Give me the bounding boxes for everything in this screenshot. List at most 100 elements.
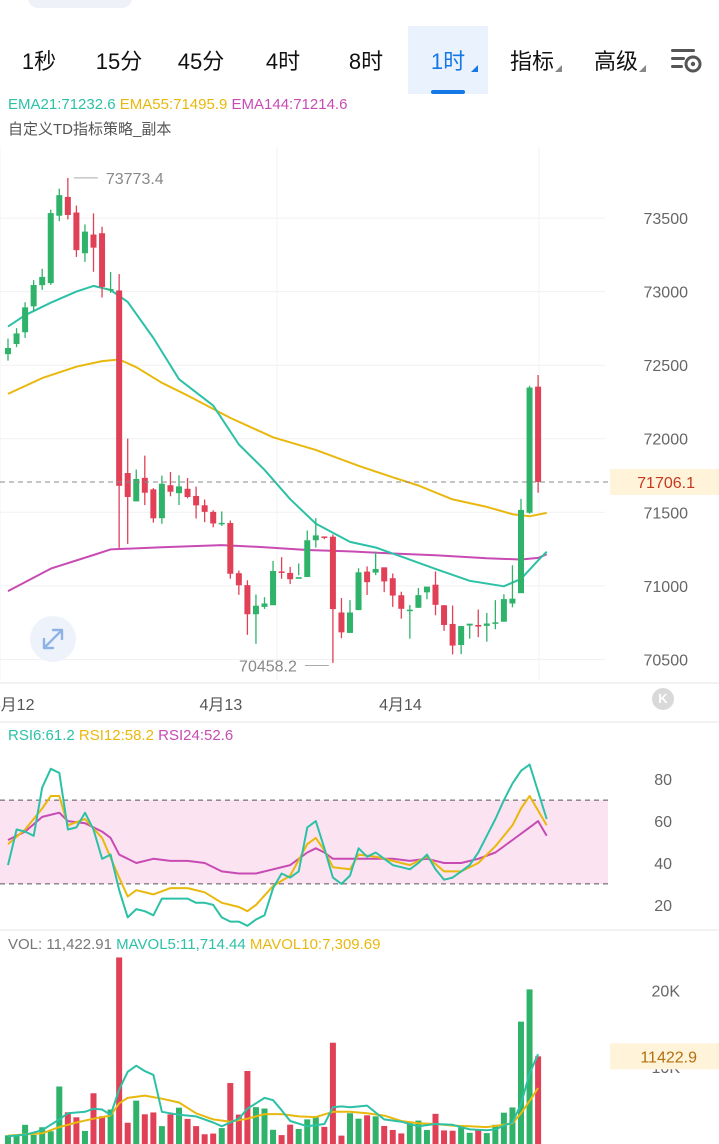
candle-body — [270, 570, 277, 606]
candle-body — [364, 571, 371, 583]
candle-body — [535, 386, 542, 482]
volume-bar — [176, 1107, 182, 1144]
candle-body — [355, 572, 362, 611]
candle-body — [5, 347, 11, 355]
volume-bar — [535, 1056, 542, 1144]
volume-bar — [449, 1130, 456, 1144]
volume-bar — [261, 1108, 268, 1144]
tab-label: 45分 — [177, 49, 225, 74]
vol-value-legend: VOL: 11,422.91 — [8, 936, 112, 953]
volume-bar — [500, 1112, 507, 1144]
volume-bar — [415, 1120, 422, 1144]
candle-body — [278, 571, 285, 573]
volume-bar — [64, 1112, 71, 1144]
volume-bar — [99, 1116, 106, 1144]
mavol5-legend: MAVOL5:11,714.44 — [116, 936, 246, 953]
tab-8h[interactable]: 8时 — [324, 26, 408, 94]
x-tick-label: 4月12 — [0, 697, 35, 714]
tab-label: 15分 — [95, 49, 143, 74]
tab-label: 1秒 — [21, 49, 57, 74]
tab-label: 高级 — [593, 49, 638, 74]
tab-45m[interactable]: 45分 — [160, 26, 242, 94]
volume-bar — [304, 1119, 311, 1144]
volume-bar — [329, 1042, 336, 1144]
volume-bar — [227, 1083, 234, 1144]
candle-body — [398, 595, 405, 609]
last-price-tag — [610, 468, 719, 495]
tab-label: 8时 — [348, 49, 384, 74]
tab-1h[interactable]: 1时 — [408, 26, 488, 94]
candle-body — [492, 622, 499, 624]
rsi24-legend: RSI24:52.6 — [158, 727, 234, 744]
volume-bar — [141, 1114, 148, 1144]
y-tick-label: 72500 — [644, 358, 689, 375]
mavol10-legend: MAVOL10:7,309.69 — [249, 936, 381, 953]
volume-bar — [184, 1118, 191, 1144]
dropdown-triangle-icon — [555, 65, 562, 72]
candle-body — [304, 540, 311, 578]
ema-legend: EMA21:71232.6 EMA55:71495.9 EMA144:71214… — [8, 96, 347, 113]
x-tick-label: 4月13 — [200, 697, 243, 714]
candle-body — [244, 585, 251, 615]
tab-4h[interactable]: 4时 — [242, 26, 324, 94]
volume-bar — [252, 1107, 259, 1144]
volume-bar — [355, 1118, 362, 1144]
tab-advanced[interactable]: 高级 — [576, 26, 656, 94]
candle-body — [201, 505, 208, 512]
ema144-legend: EMA144:71214.6 — [231, 96, 348, 113]
candle-body — [150, 489, 157, 519]
mavol10-line — [7, 1087, 539, 1137]
volume-bar — [47, 1131, 54, 1144]
last-price-label: 71706.1 — [637, 475, 695, 492]
candle-body — [235, 573, 242, 586]
candle-body — [116, 290, 123, 486]
candle-body — [441, 605, 448, 625]
candle-body — [39, 276, 46, 286]
tab-indicators[interactable]: 指标 — [492, 26, 572, 94]
candle-body — [466, 623, 473, 626]
volume-bar — [13, 1134, 20, 1144]
volume-bar — [270, 1129, 277, 1144]
interval-tabs: 1秒 15分 45分 4时 8时 1时 指标 高级 — [0, 26, 719, 94]
strategy-label: 自定义TD指标策略_副本 — [8, 121, 172, 138]
candle-body — [423, 586, 430, 593]
candle-body — [475, 624, 482, 627]
tab-label: 4时 — [265, 49, 301, 74]
candle-body — [167, 485, 174, 492]
dropdown-triangle-icon — [639, 65, 646, 72]
tab-15m[interactable]: 15分 — [78, 26, 160, 94]
candle-body — [176, 486, 182, 494]
candle-body — [133, 478, 140, 502]
volume-bar — [406, 1123, 413, 1144]
tab-1s[interactable]: 1秒 — [0, 26, 78, 94]
volume-bar — [278, 1135, 285, 1144]
settings-button[interactable] — [656, 26, 716, 94]
ema21-legend: EMA21:71232.6 — [8, 96, 116, 113]
volume-bar — [398, 1133, 405, 1144]
volume-bar — [193, 1126, 200, 1144]
x-tick-label: 4月14 — [379, 697, 422, 714]
y-tick-label: 72000 — [644, 432, 689, 449]
candle-body — [184, 488, 191, 497]
candle-body — [210, 511, 217, 524]
candle-body — [432, 584, 439, 605]
volume-bar — [81, 1130, 88, 1144]
y-tick-label: 40 — [654, 856, 672, 873]
top-strip — [0, 0, 719, 12]
volume-bar — [347, 1113, 353, 1144]
low-price-label: 70458.2 — [239, 659, 297, 676]
volume-bar — [321, 1126, 328, 1144]
expand-button[interactable] — [30, 616, 76, 662]
y-tick-label: 80 — [654, 772, 672, 789]
k-button[interactable]: K — [652, 688, 674, 710]
expand-icon — [42, 628, 64, 650]
tab-label: 1时 — [430, 49, 466, 74]
volume-bar — [483, 1133, 490, 1144]
volume-bar — [518, 1021, 524, 1144]
volume-bar — [235, 1114, 242, 1144]
volume-bar — [210, 1133, 217, 1144]
candle-body — [218, 522, 225, 525]
candle-body — [158, 483, 165, 519]
volume-bar — [39, 1127, 46, 1144]
